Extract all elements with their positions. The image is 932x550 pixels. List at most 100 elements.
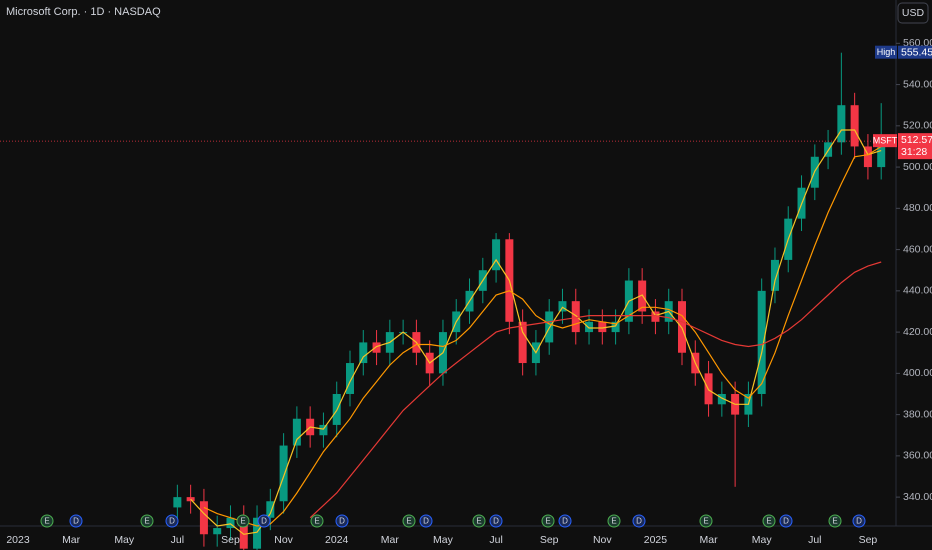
event-label: E (611, 517, 616, 526)
symbol-label: MSFT (873, 136, 898, 146)
candle-body (850, 105, 859, 147)
event-label: D (423, 517, 429, 526)
event-marker (699, 514, 713, 528)
event-label: E (240, 517, 245, 526)
x-tick-label: 2025 (644, 534, 668, 546)
moving-average-line (309, 261, 882, 519)
candle-body (585, 321, 594, 333)
last-price-box (898, 133, 932, 160)
high-label-box (875, 45, 897, 59)
event-marker (779, 514, 793, 528)
event-label: E (144, 517, 149, 526)
x-tick-label: Nov (274, 534, 293, 546)
x-tick-label: May (433, 534, 454, 546)
event-marker (257, 514, 271, 528)
event-label: E (766, 517, 771, 526)
event-marker (236, 514, 250, 528)
y-tick-label: 420.00 (903, 326, 932, 338)
x-tick-label: Sep (859, 534, 878, 546)
event-label: D (493, 517, 499, 526)
candle-body (359, 342, 368, 364)
moving-average-line (190, 129, 882, 535)
candle-body (611, 321, 620, 333)
candle-body (253, 517, 262, 549)
event-marker (40, 514, 54, 528)
candle-body (717, 393, 726, 405)
candle-body (173, 497, 182, 508)
high-value: 555.45 (901, 46, 932, 58)
event-marker (762, 514, 776, 528)
high-label: High (877, 47, 896, 57)
y-tick-label: 360.00 (903, 450, 932, 462)
event-marker (335, 514, 349, 528)
candle-body (518, 321, 527, 364)
x-tick-label: Jul (489, 534, 502, 546)
candle-body (346, 363, 354, 394)
currency-label[interactable]: USD (902, 7, 925, 19)
candle-body (651, 311, 660, 322)
event-label: D (636, 517, 642, 526)
candle-body (598, 321, 607, 333)
event-marker (489, 514, 503, 528)
countdown: 31:28 (901, 146, 927, 158)
event-label: D (339, 517, 345, 526)
event-label: E (832, 517, 837, 526)
event-label: D (261, 517, 267, 526)
x-tick-label: May (114, 534, 135, 546)
symbol-box (873, 134, 897, 148)
x-tick-label: Jul (808, 534, 821, 546)
candle-body (770, 259, 779, 291)
x-tick-label: 2023 (6, 534, 30, 546)
event-label: D (169, 517, 175, 526)
candle-body (678, 301, 686, 353)
event-marker (828, 514, 842, 528)
candle-body (226, 517, 235, 529)
y-tick-label: 340.00 (903, 491, 932, 503)
candle-body (571, 301, 580, 333)
candle-body (239, 517, 248, 549)
event-marker (310, 514, 324, 528)
high-value-box (898, 45, 932, 59)
y-tick-label: 440.00 (903, 285, 932, 297)
x-tick-label: Sep (540, 534, 559, 546)
event-label: E (44, 517, 49, 526)
event-marker (419, 514, 433, 528)
currency-button[interactable] (897, 2, 929, 24)
candle-body (266, 501, 275, 518)
event-label: E (545, 517, 550, 526)
event-marker (165, 514, 179, 528)
y-tick-label: 540.00 (903, 78, 932, 90)
x-tick-label: Nov (593, 534, 612, 546)
x-tick-label: Mar (381, 534, 400, 546)
candle-body (213, 528, 222, 535)
event-label: E (406, 517, 411, 526)
event-marker (69, 514, 83, 528)
event-marker (632, 514, 646, 528)
y-tick-label: 380.00 (903, 408, 932, 420)
candle-body (319, 424, 328, 436)
event-marker (541, 514, 555, 528)
event-marker (558, 514, 572, 528)
last-price-value: 512.57 (901, 134, 932, 146)
candle-body (372, 342, 381, 353)
candle-body (292, 418, 301, 446)
event-marker (402, 514, 416, 528)
event-label: D (562, 517, 568, 526)
candle-body (757, 290, 766, 394)
moving-average-line (203, 145, 882, 527)
event-label: E (476, 517, 481, 526)
event-marker (607, 514, 621, 528)
event-label: D (73, 517, 79, 526)
x-tick-label: Mar (62, 534, 81, 546)
event-marker (852, 514, 866, 528)
candle-body (837, 105, 846, 143)
plot-area (173, 52, 886, 550)
event-marker (472, 514, 486, 528)
y-tick-label: 480.00 (903, 202, 932, 214)
event-marker (140, 514, 154, 528)
x-tick-label: Mar (700, 534, 719, 546)
event-label: D (783, 517, 789, 526)
event-label: E (314, 517, 319, 526)
